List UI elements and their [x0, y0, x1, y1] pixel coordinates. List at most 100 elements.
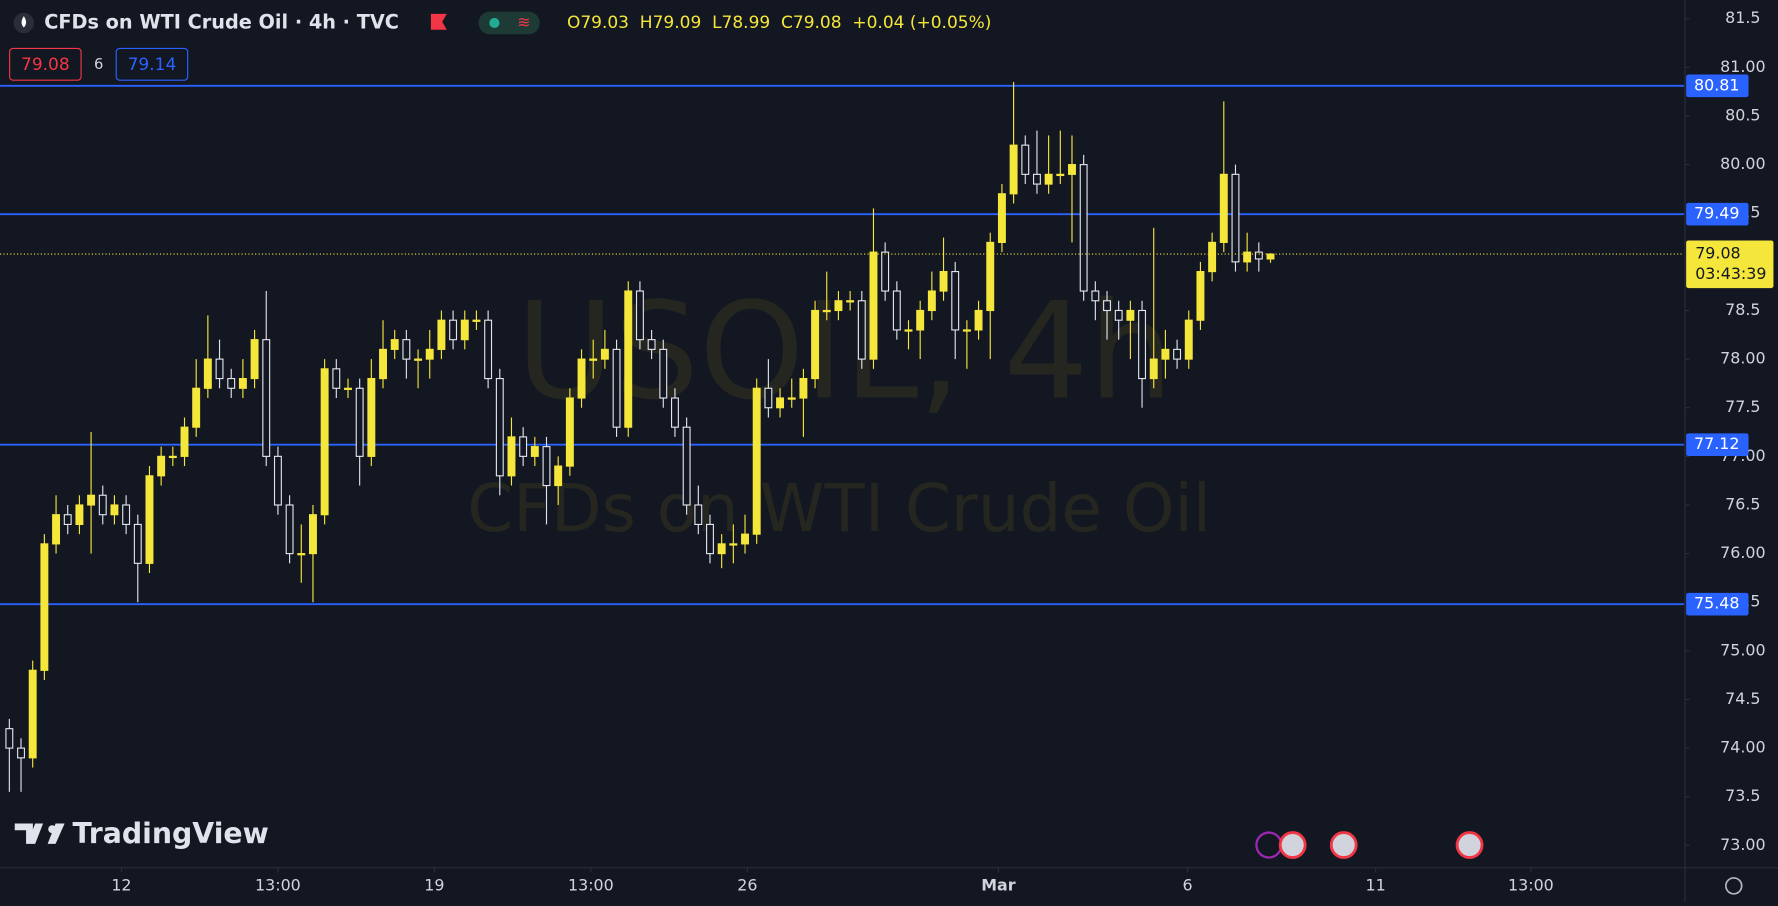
candle-body [227, 377, 236, 389]
candle-body [168, 455, 177, 459]
y-tick-label: 74.00 [1720, 738, 1765, 757]
settings-icon[interactable] [1724, 877, 1743, 895]
candle-body [63, 514, 72, 525]
x-tick-label: 11 [1366, 875, 1386, 894]
candle-body [624, 290, 633, 428]
candle-body [986, 241, 995, 312]
candle-body [449, 319, 458, 341]
candle-body [507, 436, 516, 477]
y-tick-label: 76.5 [1725, 494, 1760, 513]
candle-body [1091, 290, 1100, 302]
market-status[interactable] [478, 11, 540, 35]
buy-price: 79.14 [128, 55, 177, 75]
candle-body [881, 251, 890, 292]
axes: 73.0073.574.0074.575.0075.576.0076.577.0… [111, 8, 1774, 894]
sell-price: 79.08 [21, 55, 70, 75]
candle-body [542, 446, 551, 487]
candle-body [1219, 173, 1228, 243]
candle-body [717, 543, 726, 555]
candle-body [1196, 271, 1205, 321]
level-badge [1686, 74, 1749, 98]
y-tick-label: 78.00 [1720, 349, 1765, 368]
level-badge-label: 77.12 [1694, 434, 1739, 453]
candle-body [811, 309, 820, 380]
x-tick-label: 12 [111, 875, 131, 894]
candle-body [344, 387, 352, 390]
candle-body [1231, 173, 1240, 263]
x-tick-label: 13:00 [1508, 875, 1554, 894]
candle-body [1009, 144, 1018, 195]
header: CFDs on WTI Crude Oil · 4h · TVC ≋ O79.0… [9, 10, 991, 81]
candle-body [706, 523, 714, 555]
candle-body [87, 494, 96, 506]
plot-area [0, 81, 1684, 792]
candle-body [682, 426, 691, 506]
candle-body [192, 387, 201, 428]
candle-body [764, 387, 773, 409]
event-icon[interactable] [1278, 831, 1307, 859]
candle-body [297, 553, 306, 556]
candle-body [332, 368, 341, 389]
candle-body [98, 494, 107, 516]
events [1255, 831, 1484, 859]
candle-body [1068, 164, 1076, 175]
candle-body [308, 514, 317, 555]
candle-body [554, 465, 563, 487]
candle-body [367, 377, 376, 457]
event-icon[interactable] [1455, 831, 1484, 859]
candle-body [565, 397, 574, 467]
y-tick-label: 81.00 [1720, 57, 1765, 76]
candle-body [927, 290, 936, 312]
candle-body [776, 397, 785, 409]
candle-body [390, 339, 399, 350]
buy-button[interactable] [115, 47, 189, 81]
candle-body [997, 193, 1006, 243]
level-badge-label: 79.49 [1694, 204, 1739, 223]
symbol-title: CFDs on WTI Crude Oil · 4h · TVC [44, 10, 399, 33]
candle-body [110, 504, 119, 516]
candle-body [1161, 348, 1170, 360]
candle-body [787, 397, 796, 400]
candle-body [1079, 164, 1088, 292]
candle-body [612, 348, 621, 428]
sell-button[interactable] [9, 47, 82, 81]
watermark-name: CFDs on WTI Crude Oil [467, 470, 1211, 547]
y-tick-label: 81.5 [1725, 8, 1760, 27]
level-badge [1686, 202, 1749, 226]
logo-text: TradingView [73, 817, 269, 850]
candle-body [1138, 309, 1147, 380]
candle-body [495, 377, 504, 477]
candle-body [472, 319, 481, 322]
watermark: USOIL, 4h CFDs on WTI Crude Oil [467, 273, 1211, 546]
candle-body [519, 436, 528, 457]
candle-body [822, 309, 831, 313]
level-badge-label: 75.48 [1694, 594, 1739, 613]
candle-body [799, 377, 808, 399]
logo-mark [47, 823, 65, 844]
candle-body [892, 290, 901, 331]
candle-body [647, 339, 656, 350]
candle-body [834, 300, 843, 312]
y-tick-label: 77.5 [1725, 397, 1760, 416]
candle-body [1149, 358, 1158, 380]
candle-body [1114, 309, 1123, 321]
event-icon[interactable] [1329, 831, 1358, 859]
candle-body [379, 348, 387, 380]
flag-icon[interactable] [430, 13, 447, 30]
candle-body [1173, 348, 1182, 360]
candle-body [1021, 144, 1030, 175]
candle-body [28, 669, 37, 759]
candle-body [951, 271, 960, 331]
candle-body [904, 329, 913, 332]
candle-body [484, 319, 493, 380]
candle-body [180, 426, 189, 457]
candle-body [145, 475, 154, 564]
y-tick-label: 76.00 [1720, 543, 1765, 562]
event-icon[interactable] [1255, 831, 1283, 859]
candle-body [1184, 319, 1193, 360]
candle-body [1032, 173, 1041, 185]
candle-body [1056, 173, 1065, 177]
candle-body [355, 387, 364, 457]
candle-body [437, 319, 446, 350]
candle-body [133, 523, 142, 564]
